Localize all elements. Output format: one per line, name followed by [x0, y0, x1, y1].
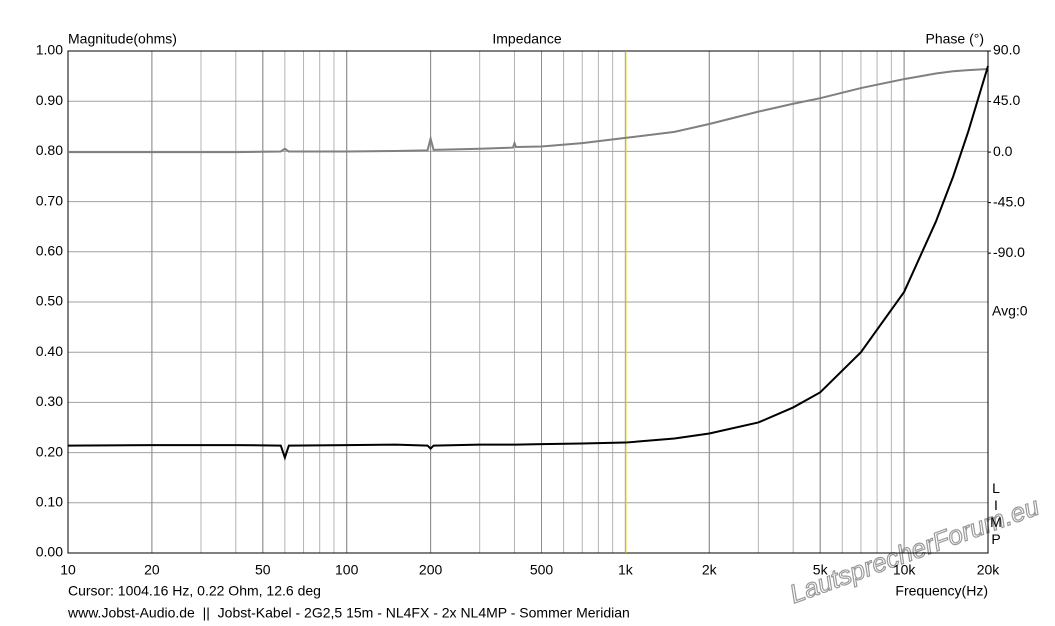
- y-tick-label: 0.20: [36, 443, 63, 459]
- y-tick-label: 0.10: [36, 494, 63, 510]
- y-tick-label: 0.40: [36, 343, 63, 359]
- x-tick-label: 20k: [977, 562, 1001, 578]
- y-tick-label: 0.70: [36, 192, 63, 208]
- y-tick-label: 0.60: [36, 243, 63, 259]
- series-line: [67, 65, 989, 461]
- x-tick-label: 5k: [813, 562, 829, 578]
- y2-tick-label: 0.0: [993, 143, 1013, 159]
- plot-frame: [67, 50, 989, 554]
- y2-axis-label: Phase (°): [925, 31, 984, 47]
- y2-tick-label: 90.0: [993, 42, 1020, 58]
- y-axis-label: Magnitude(ohms): [68, 31, 177, 47]
- x-tick-label: 10: [60, 562, 76, 578]
- x-tick-label: 1k: [618, 562, 634, 578]
- y-tick-label: 1.00: [36, 42, 63, 58]
- x-axis-label: Frequency(Hz): [895, 583, 988, 599]
- brand: LIMP: [988, 480, 1004, 548]
- y-tick-label: 0.50: [36, 293, 63, 309]
- x-tick-label: 500: [530, 562, 554, 578]
- x-tick-label: 20: [144, 562, 160, 578]
- series-line: [68, 67, 989, 154]
- x-tick-label: 10k: [893, 562, 917, 578]
- y2-tick-label: -90.0: [993, 244, 1025, 260]
- chart-title: Impedance: [492, 31, 561, 47]
- footer: www.Jobst-Audio.de || Jobst-Kabel - 2G2,…: [67, 605, 630, 621]
- y2-tick-label: -45.0: [993, 193, 1025, 209]
- x-tick-label: 200: [419, 562, 443, 578]
- y-tick-label: 0.90: [36, 92, 63, 108]
- avg-label: Avg:0: [992, 303, 1028, 319]
- y2-tick-label: 45.0: [993, 92, 1020, 108]
- x-tick-label: 2k: [702, 562, 718, 578]
- y-tick-label: 0.80: [36, 142, 63, 158]
- x-tick-label: 100: [335, 562, 359, 578]
- y-tick-label: 0.30: [36, 393, 63, 409]
- x-tick-label: 50: [255, 562, 271, 578]
- y-tick-label: 0.00: [36, 544, 63, 560]
- cursor-readout: Cursor: 1004.16 Hz, 0.22 Ohm, 12.6 deg: [68, 583, 321, 599]
